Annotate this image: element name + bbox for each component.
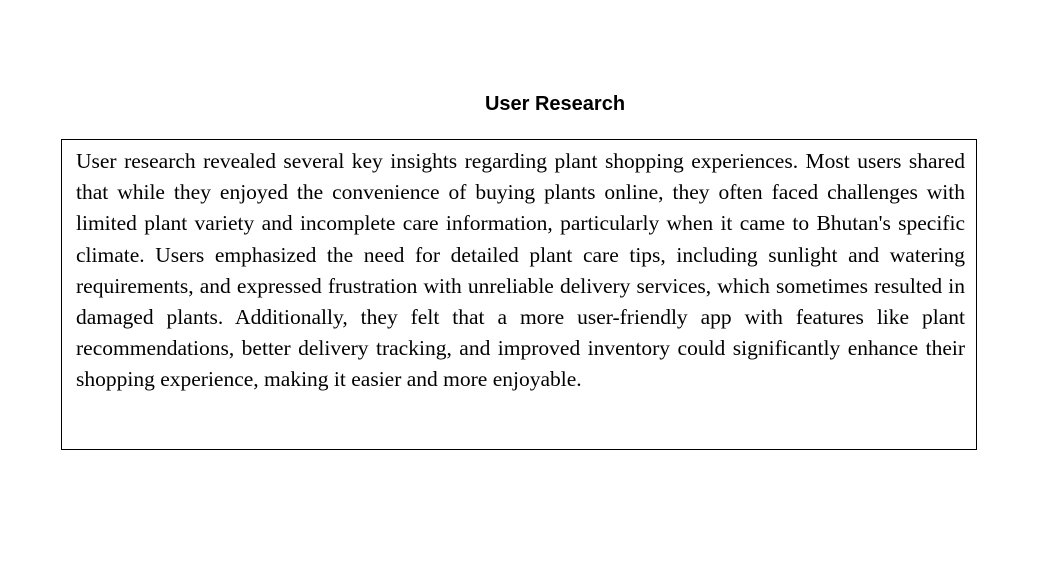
text-box: User research revealed several key insig…	[61, 139, 977, 450]
section-title: User Research	[484, 93, 626, 115]
body-paragraph: User research revealed several key insig…	[76, 149, 965, 392]
